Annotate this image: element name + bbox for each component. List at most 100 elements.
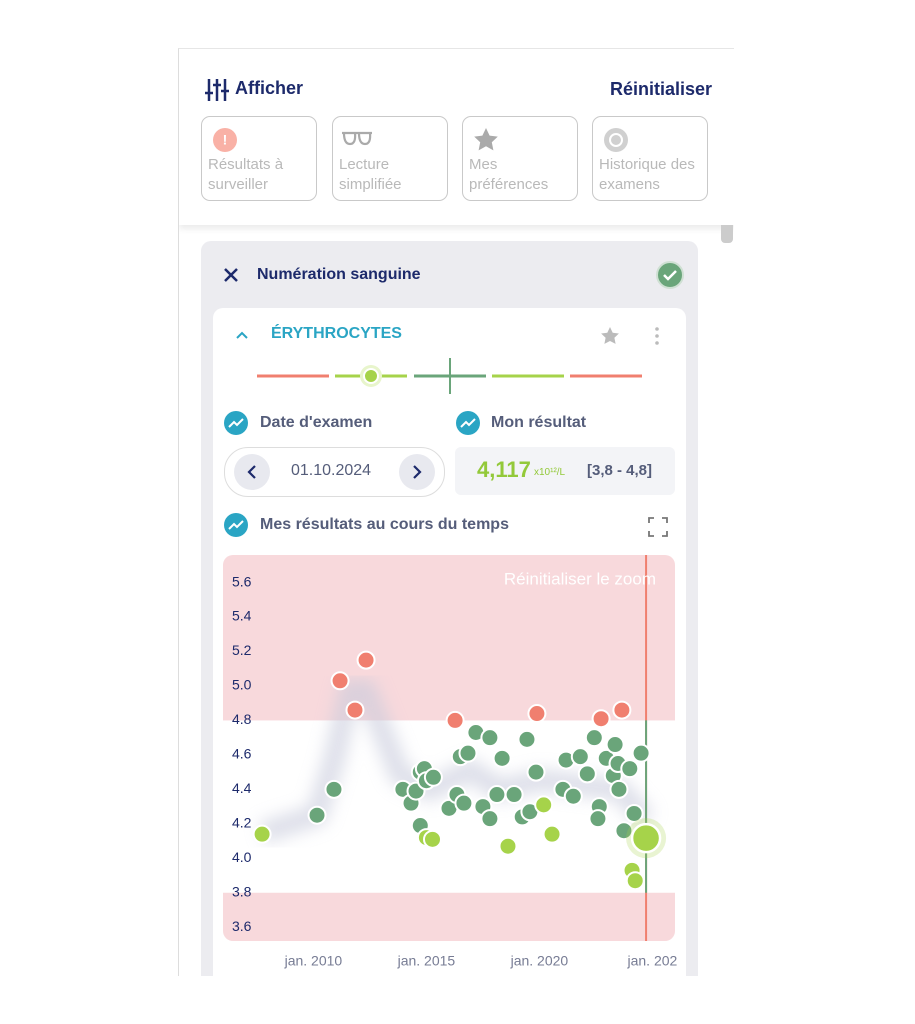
point	[624, 803, 644, 823]
result-value: 4,117	[477, 457, 531, 482]
point	[307, 805, 327, 825]
point	[563, 786, 583, 806]
point	[423, 767, 443, 787]
reset-zoom[interactable]: Réinitialiser le zoom	[504, 569, 656, 588]
y-tick-label: 3.6	[232, 918, 252, 934]
exam-date: 01.10.2024	[291, 462, 372, 479]
collapse-icon[interactable]	[235, 330, 249, 340]
icon: !	[213, 128, 237, 152]
point	[625, 871, 645, 891]
point	[527, 704, 547, 724]
selected-point	[630, 822, 662, 854]
trend-icon	[224, 411, 248, 435]
point	[591, 709, 611, 729]
point	[252, 824, 272, 844]
x-tick-label: jan. 2010	[284, 953, 343, 969]
point	[631, 743, 651, 763]
reset-button[interactable]: Réinitialiser	[609, 79, 712, 99]
point	[534, 795, 554, 815]
trend-icon	[456, 411, 480, 435]
menu-icon[interactable]	[653, 326, 661, 346]
point	[445, 710, 465, 730]
x-tick-label: jan. 2015	[397, 953, 456, 969]
point	[614, 821, 634, 841]
range-bar	[257, 358, 642, 394]
y-tick-label: 4.2	[232, 815, 252, 831]
icon	[342, 131, 372, 146]
check-icon	[656, 261, 684, 289]
plot	[223, 555, 675, 941]
header: Afficher Réinitialiser ! Résultats à surv…	[179, 49, 734, 225]
point	[492, 748, 512, 768]
test-title: ÉRYTHROCYTES	[271, 325, 402, 342]
x-tick-label: jan. 2020	[510, 953, 569, 969]
chart-title: Mes résultats au cours du temps	[260, 516, 509, 533]
filter-card[interactable]: ! Résultats à surveiller	[201, 116, 317, 201]
point	[480, 728, 500, 748]
y-tick-label: 5.4	[232, 608, 252, 624]
point	[526, 762, 546, 782]
star-icon[interactable]	[600, 326, 620, 346]
result-label: Mon résultat	[491, 414, 587, 431]
point	[324, 779, 344, 799]
icon	[474, 128, 498, 151]
trend-shadow	[258, 679, 655, 844]
y-tick-label: 5.0	[232, 677, 252, 693]
reference-range: [3,8 - 4,8]	[587, 462, 653, 479]
scrollbar	[721, 225, 733, 243]
point	[423, 829, 443, 849]
y-tick-label: 4.0	[232, 849, 252, 865]
filter-icon	[205, 79, 229, 101]
point	[588, 809, 608, 829]
point	[584, 728, 604, 748]
filter-label: Mes préférences	[469, 156, 549, 193]
point	[498, 836, 518, 856]
date-label: Date d'examen	[260, 414, 373, 431]
date-picker	[224, 447, 445, 497]
trend-icon	[224, 513, 248, 537]
point	[454, 793, 474, 813]
point	[542, 824, 562, 844]
result-unit: x10¹²/L	[534, 467, 566, 478]
prev-button[interactable]	[233, 453, 271, 491]
svg-text:!: !	[223, 132, 228, 148]
x-tick-label: jan. 202	[626, 953, 677, 969]
point	[458, 743, 478, 763]
y-tick-label: 3.8	[232, 883, 252, 899]
point	[517, 729, 537, 749]
next-button[interactable]	[398, 453, 436, 491]
y-tick-label: 4.6	[232, 746, 252, 762]
point	[570, 747, 590, 767]
point	[605, 735, 625, 755]
point	[609, 779, 629, 799]
y-tick-label: 4.8	[232, 711, 252, 727]
point	[612, 700, 632, 720]
point	[620, 759, 640, 779]
y-tick-label: 4.4	[232, 780, 252, 796]
section-title: Numération sanguine	[257, 266, 421, 283]
point	[577, 764, 597, 784]
out-of-range-band	[223, 555, 675, 721]
point	[504, 785, 524, 805]
close-icon[interactable]	[223, 267, 239, 283]
filter-card[interactable]: Lecture simplifiée	[332, 116, 448, 201]
filter-label: Historique des examens	[599, 156, 695, 193]
y-tick-label: 5.6	[232, 573, 252, 589]
result-box	[455, 447, 675, 495]
point	[487, 785, 507, 805]
filter-card[interactable]: Historique des examens	[592, 116, 708, 201]
title: Afficher	[235, 78, 304, 98]
point	[345, 700, 365, 720]
y-tick-label: 5.2	[232, 642, 252, 658]
icon	[604, 128, 628, 152]
out-of-range-band	[223, 892, 675, 941]
point	[480, 809, 500, 829]
filter-label: Lecture simplifiée	[339, 156, 402, 193]
expand-icon[interactable]	[647, 516, 669, 538]
filter-card[interactable]: Mes préférences	[462, 116, 578, 201]
filter-label: Résultats à surveiller	[208, 156, 284, 193]
point	[330, 671, 350, 691]
point	[356, 650, 376, 670]
